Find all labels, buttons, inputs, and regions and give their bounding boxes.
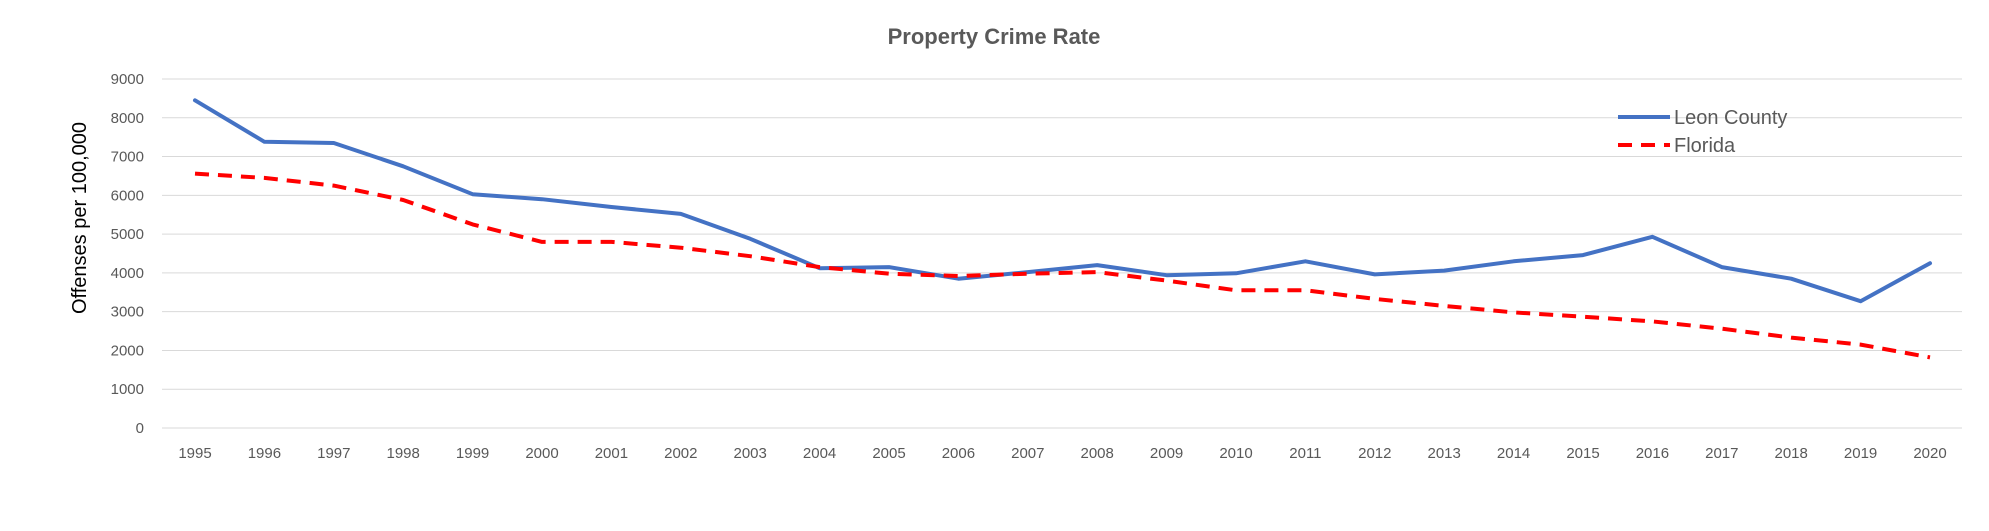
x-tick-label: 2016	[1636, 445, 1669, 462]
x-tick-label: 2000	[525, 445, 558, 462]
x-tick-label: 1998	[387, 445, 420, 462]
y-tick-label: 8000	[111, 110, 144, 127]
y-tick-label: 0	[136, 420, 144, 437]
legend: Leon County Florida	[1618, 107, 1787, 157]
x-tick-label: 2020	[1913, 445, 1946, 462]
x-tick-label: 2011	[1289, 445, 1321, 462]
x-tick-label: 2008	[1081, 445, 1114, 462]
x-tick-label: 1999	[456, 445, 489, 462]
legend-label: Leon County	[1674, 107, 1787, 129]
x-tick-label: 2006	[942, 445, 975, 462]
y-tick-label: 5000	[111, 226, 144, 243]
x-tick-label: 2002	[664, 445, 697, 462]
y-tick-label: 4000	[111, 265, 144, 282]
x-tick-label: 1996	[248, 445, 281, 462]
y-axis-ticks: 0 1000 2000 3000 4000 5000 6000 7000 8000 9000	[111, 71, 144, 437]
x-tick-label: 2007	[1011, 445, 1044, 462]
chart-title: Property Crime Rate	[888, 24, 1101, 49]
y-tick-label: 3000	[111, 304, 144, 321]
x-tick-label: 2003	[734, 445, 767, 462]
x-tick-label: 2012	[1358, 445, 1391, 462]
y-tick-label: 7000	[111, 149, 144, 166]
x-tick-label: 2010	[1219, 445, 1252, 462]
y-axis-label: Offenses per 100,000	[69, 122, 91, 314]
y-tick-label: 9000	[111, 71, 144, 88]
x-tick-label: 2018	[1775, 445, 1808, 462]
y-tick-label: 1000	[111, 381, 144, 398]
series-lines	[193, 98, 1932, 360]
x-tick-label: 2004	[803, 445, 836, 462]
x-tick-label: 2019	[1844, 445, 1877, 462]
x-tick-label: 2001	[595, 445, 628, 462]
series-line-florida	[194, 171, 1931, 360]
x-tick-label: 2017	[1705, 445, 1738, 462]
y-tick-label: 6000	[111, 187, 144, 204]
x-tick-label: 2015	[1566, 445, 1599, 462]
x-tick-label: 2009	[1150, 445, 1183, 462]
x-tick-label: 2014	[1497, 445, 1530, 462]
x-tick-label: 2005	[872, 445, 905, 462]
legend-label: Florida	[1674, 135, 1736, 157]
series-line-leon-county	[193, 98, 1932, 304]
x-tick-label: 2013	[1428, 445, 1461, 462]
x-tick-label: 1995	[178, 445, 211, 462]
x-axis-ticks: 1995 1996 1997 1998 1999 2000 2001 2002 2003 2004…	[178, 445, 1946, 462]
x-tick-label: 1997	[317, 445, 350, 462]
y-tick-label: 2000	[111, 342, 144, 359]
